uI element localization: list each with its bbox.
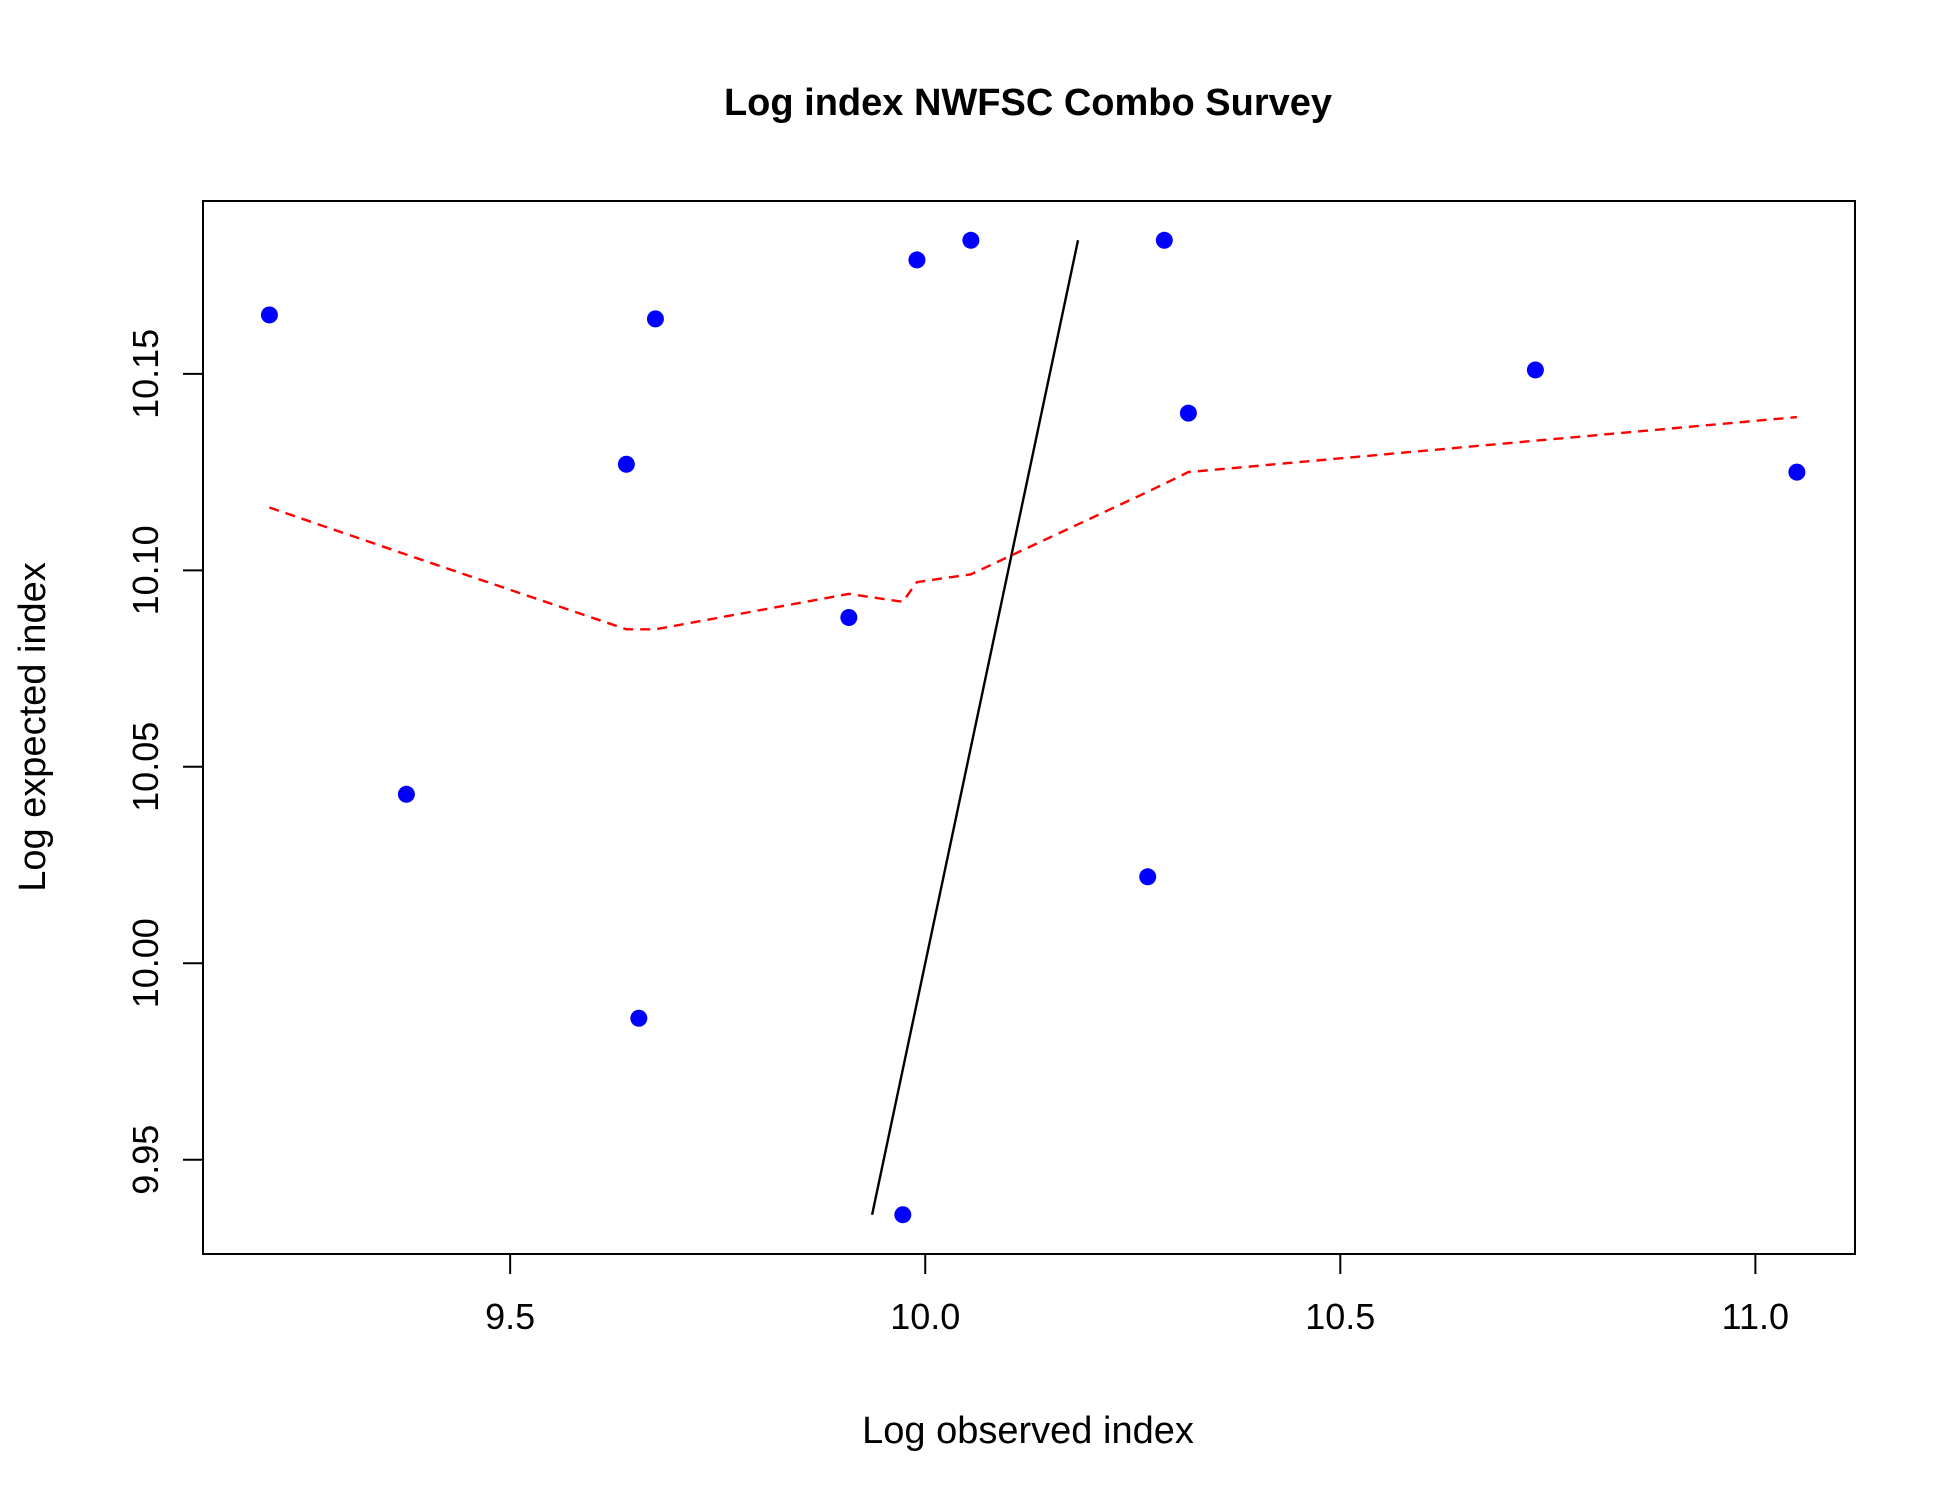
y-tick-label: 10.10 [125,525,166,615]
y-tick-label: 10.15 [125,329,166,419]
y-tick-label: 9.95 [125,1125,166,1195]
data-point [1179,404,1197,422]
y-tick-label: 10.00 [125,918,166,1008]
y-axis: 9.95 10.00 10.05 10.10 10.15 [125,329,204,1195]
x-tick-label: 10.0 [890,1296,960,1337]
smoother-line [269,415,1798,631]
plot-area [260,231,1806,1224]
data-point [617,455,635,473]
reference-line [870,240,1080,1215]
data-point [646,310,664,328]
x-axis-label: Log observed index [862,1410,1194,1452]
data-point [1155,231,1173,249]
plot-frame [202,200,1856,1255]
x-tick-label: 9.5 [485,1296,535,1337]
data-point [908,251,926,269]
data-point [1788,463,1806,481]
x-tick-label: 11.0 [1722,1296,1789,1337]
data-point [260,306,278,324]
data-point [397,785,415,803]
x-axis: 9.5 10.0 10.5 11.0 [485,1253,1789,1337]
data-point [840,608,858,626]
data-point [1139,868,1157,886]
data-point [1526,361,1544,379]
data-point [894,1206,912,1224]
x-tick-label: 10.5 [1305,1296,1375,1337]
y-tick-label: 10.05 [125,722,166,812]
chart-title: Log index NWFSC Combo Survey [724,82,1332,124]
y-axis-label: Log expected index [12,562,54,892]
data-point [630,1009,648,1027]
data-point [962,231,980,249]
